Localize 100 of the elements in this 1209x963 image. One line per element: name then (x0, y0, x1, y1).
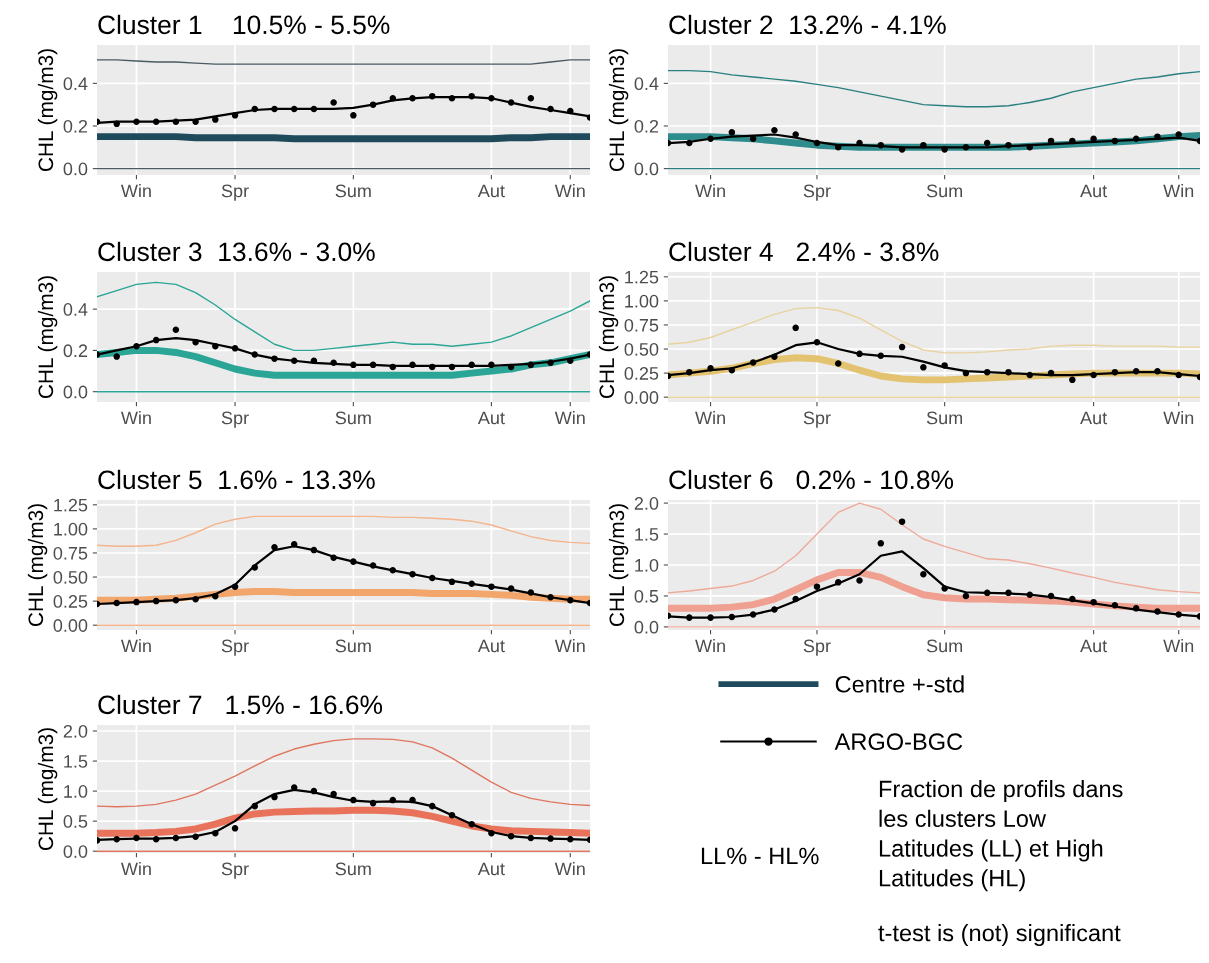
point (686, 614, 693, 621)
point (271, 355, 278, 362)
point (231, 825, 239, 832)
point (113, 120, 120, 128)
point (707, 365, 714, 372)
point (172, 596, 180, 604)
point (409, 796, 416, 804)
point (507, 585, 515, 592)
y-tick-label: 0.5 (63, 815, 88, 828)
point (792, 324, 799, 332)
point (527, 589, 535, 596)
chart-title: Cluster 5 1.6% - 13.3% (98, 469, 375, 490)
y-tick-label: 2.0 (63, 724, 88, 738)
x-tick-label: Win (695, 411, 725, 425)
point (547, 835, 554, 842)
point (1005, 141, 1012, 149)
point (507, 99, 515, 106)
x-tick-label: Spr (221, 411, 249, 428)
point (172, 834, 180, 842)
point (369, 799, 377, 807)
x-tick-label: Win (695, 639, 725, 653)
x-tick-label: Aut (477, 184, 505, 198)
x-tick-label: Win (120, 184, 151, 198)
point (547, 359, 554, 367)
point (192, 338, 199, 346)
y-tick-label: 0.0 (63, 162, 88, 176)
point (310, 787, 318, 795)
line-series (97, 515, 590, 547)
point (448, 811, 456, 819)
point (1069, 137, 1076, 145)
point (1175, 131, 1182, 138)
point (152, 597, 160, 605)
x-tick-label: Win (1163, 639, 1194, 653)
y-axis-title: CHL (mg/m3) (37, 49, 58, 172)
point (1090, 371, 1097, 379)
point (920, 364, 927, 371)
point (468, 361, 475, 369)
point (527, 361, 535, 369)
point (488, 829, 495, 837)
point (133, 598, 140, 606)
y-tick-label: 0.25 (53, 595, 88, 608)
chart-title: Cluster 1 10.5% - 5.5% (98, 14, 390, 35)
point (468, 820, 475, 828)
y-tick-label: 1.25 (625, 270, 659, 284)
point (983, 139, 991, 147)
point (389, 567, 397, 574)
point (877, 141, 885, 149)
point (567, 357, 574, 364)
point (350, 112, 357, 119)
point (369, 101, 377, 108)
point (941, 146, 948, 153)
legend-label: ARGO-BGC (834, 733, 963, 751)
chart-title: Cluster 2 13.2% - 4.1% (669, 14, 946, 35)
x-tick-label: Sum (335, 639, 371, 653)
point (428, 92, 436, 100)
y-tick-label: 0.2 (63, 344, 88, 358)
x-tick-label: Aut (1080, 639, 1108, 653)
line-series (668, 502, 1200, 594)
point (1005, 368, 1012, 376)
point (172, 118, 180, 125)
x-tick-label: Sum (926, 639, 963, 653)
y-tick-label: 0.0 (63, 385, 88, 399)
point (813, 583, 821, 590)
point (192, 833, 199, 841)
point (962, 144, 970, 151)
point (369, 562, 377, 569)
point (389, 95, 397, 102)
y-tick-label: 1.25 (54, 498, 88, 512)
x-tick-label: Win (120, 411, 151, 425)
point (231, 112, 239, 119)
x-tick-label: Aut (477, 639, 505, 653)
x-tick-label: Spr (803, 184, 831, 201)
point (448, 578, 456, 586)
y-tick-label: 0.00 (624, 391, 659, 404)
y-tick-label: 0.25 (624, 367, 659, 380)
point (290, 357, 298, 364)
line-series (668, 306, 1200, 354)
point (1069, 595, 1076, 603)
point (527, 95, 535, 102)
point (1026, 591, 1034, 598)
point (310, 357, 318, 364)
point (792, 595, 799, 603)
point (1132, 135, 1140, 143)
point (898, 343, 906, 351)
point (507, 363, 515, 371)
point (920, 141, 927, 149)
y-tick-label: 0.5 (634, 589, 659, 603)
point (1047, 592, 1055, 600)
y-tick-label: 0.00 (53, 619, 88, 632)
x-tick-label: Sum (335, 862, 371, 876)
point (1111, 601, 1119, 609)
point (330, 99, 337, 106)
x-tick-label: Aut (1080, 411, 1108, 425)
line-series (97, 281, 590, 352)
point (448, 363, 456, 371)
y-tick-label: 0.4 (63, 303, 88, 316)
y-tick-label: 0.0 (63, 845, 88, 858)
x-tick-label: Spr (803, 639, 831, 656)
y-axis-title: CHL (mg/m3) (37, 276, 58, 399)
point (792, 131, 799, 138)
